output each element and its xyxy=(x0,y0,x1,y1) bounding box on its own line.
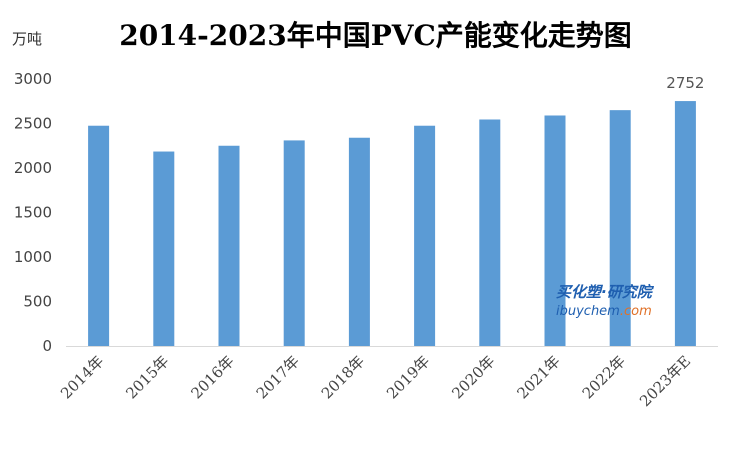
chart-title: 2014-2023年中国PVC产能变化走势图 xyxy=(119,19,632,52)
bar xyxy=(283,140,305,346)
x-tick-label: 2014年 xyxy=(57,352,107,402)
x-tick-label: 2019年 xyxy=(383,352,433,402)
bar xyxy=(609,110,631,347)
bar xyxy=(88,125,110,346)
x-tick-label: 2017年 xyxy=(253,352,303,402)
y-tick-label: 2500 xyxy=(14,115,52,133)
y-tick-label: 3000 xyxy=(14,70,52,88)
bar xyxy=(479,119,501,347)
y-tick-label: 0 xyxy=(42,337,52,355)
x-tick-label: 2015年 xyxy=(122,352,172,402)
x-tick-label: 2022年 xyxy=(579,352,629,402)
y-unit-label: 万吨 xyxy=(12,30,43,48)
x-tick-label: 2023年E xyxy=(636,352,694,410)
bar xyxy=(674,101,696,347)
bar xyxy=(348,137,370,346)
y-tick-label: 500 xyxy=(23,293,52,311)
bar xyxy=(414,125,436,346)
bar xyxy=(153,151,175,346)
y-tick-label: 1500 xyxy=(14,204,52,222)
watermark-text-2: ibuychem.com xyxy=(556,304,652,319)
data-label: 2752 xyxy=(666,74,704,92)
x-tick-label: 2018年 xyxy=(318,352,368,402)
watermark: 买化塑·研究院 ibuychem.com xyxy=(556,283,655,319)
x-tick-label: 2020年 xyxy=(448,352,498,402)
y-tick-label: 1000 xyxy=(14,248,52,266)
watermark-text-1: 买化塑·研究院 xyxy=(556,283,655,301)
bar xyxy=(218,145,240,346)
bar xyxy=(544,115,566,347)
x-tick-label: 2021年 xyxy=(513,352,563,402)
y-tick-label: 2000 xyxy=(14,159,52,177)
x-tick-label: 2016年 xyxy=(187,352,237,402)
